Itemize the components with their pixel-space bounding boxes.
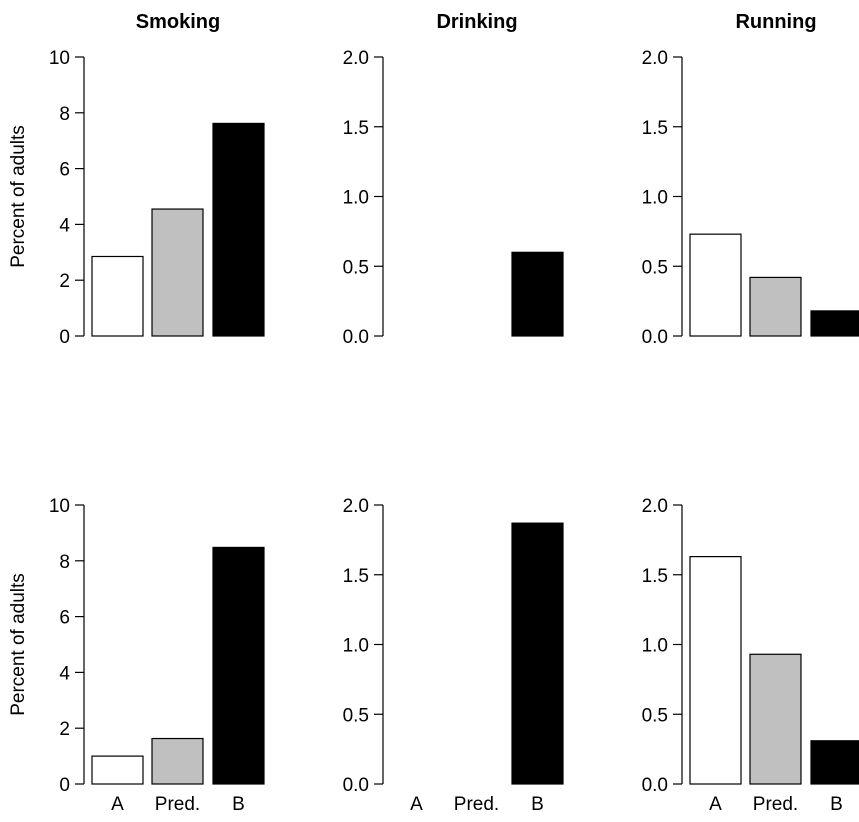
bar-running-b [810, 310, 859, 337]
chart-panel-5: 0.0 0.5 1.0 1.5 2.0 A Pred. B [343, 496, 564, 815]
y-tick-label: 1.0 [642, 636, 668, 657]
y-tick-label: 2 [59, 719, 70, 740]
x-category-label: A [410, 794, 423, 815]
y-tick-label: 1.5 [343, 118, 369, 139]
bar-panel-4-a [91, 755, 144, 785]
y-tick-label: 2.0 [642, 48, 668, 69]
chart-panel-3: Running 0.0 0.5 1.0 1.5 2.0 [642, 11, 859, 348]
y-tick-label: 1.0 [642, 188, 668, 209]
y-tick-label: 2.0 [343, 496, 369, 517]
bar-smoking-a [91, 255, 144, 337]
x-category-label: Pred. [753, 794, 798, 815]
y-tick-label: 0.0 [642, 775, 668, 796]
chart-panel-1: Smoking Percent of adults 0 2 4 6 8 10 [8, 11, 265, 348]
y-tick-label: 0.5 [343, 705, 369, 726]
y-tick-label: 1.5 [642, 118, 668, 139]
x-category-label: A [709, 794, 722, 815]
y-tick-label: 2.0 [642, 496, 668, 517]
y-tick-label: 0.5 [642, 257, 668, 278]
y-tick-label: 0.5 [343, 257, 369, 278]
y-tick-label: 6 [59, 608, 70, 629]
panel-title-drinking: Drinking [436, 11, 517, 33]
y-tick-label: 0.5 [642, 705, 668, 726]
panel-title-smoking: Smoking [136, 11, 220, 33]
y-tick-label: 1.5 [343, 566, 369, 587]
y-tick-label: 10 [49, 496, 70, 517]
y-tick-label: 1.0 [343, 188, 369, 209]
y-tick-label: 0.0 [642, 327, 668, 348]
x-category-label: Pred. [155, 794, 200, 815]
y-tick-label: 0.0 [343, 775, 369, 796]
y-axis-label: Percent of adults [8, 573, 29, 716]
y-tick-label: 0 [59, 327, 70, 348]
y-tick-label: 10 [49, 48, 70, 69]
y-tick-label: 1.5 [642, 566, 668, 587]
chart-panel-2: Drinking 0.0 0.5 1.0 1.5 2.0 [343, 11, 564, 348]
bar-panel-6-pred [749, 653, 802, 785]
y-tick-label: 0 [59, 775, 70, 796]
y-tick-label: 4 [59, 663, 70, 684]
y-tick-label: 6 [59, 160, 70, 181]
bar-running-a [689, 233, 742, 337]
bar-panel-5-b [511, 522, 564, 785]
x-category-label: B [232, 794, 245, 815]
x-category-label: A [111, 794, 124, 815]
y-tick-label: 4 [59, 215, 70, 236]
bar-running-pred [749, 276, 802, 337]
bar-drinking-b [511, 251, 564, 337]
chart-panel-4: Percent of adults 0 2 4 6 8 10 A Pred. B [8, 496, 265, 815]
y-tick-label: 2 [59, 271, 70, 292]
x-category-label: B [830, 794, 843, 815]
bar-smoking-pred [151, 208, 204, 337]
bar-panel-6-b [810, 740, 859, 785]
bar-panel-6-a [689, 556, 742, 785]
bar-smoking-b [212, 122, 265, 337]
bar-panel-4-b [212, 546, 265, 785]
chart-panel-6: 0.0 0.5 1.0 1.5 2.0 A Pred. B [642, 496, 859, 815]
y-tick-label: 1.0 [343, 636, 369, 657]
x-category-label: Pred. [454, 794, 499, 815]
bar-panel-4-pred [151, 737, 204, 785]
y-axis-label: Percent of adults [8, 125, 29, 268]
x-category-label: B [531, 794, 544, 815]
y-tick-label: 0.0 [343, 327, 369, 348]
panel-title-running: Running [735, 11, 816, 33]
y-tick-label: 8 [59, 552, 70, 573]
y-tick-label: 2.0 [343, 48, 369, 69]
y-tick-label: 8 [59, 104, 70, 125]
